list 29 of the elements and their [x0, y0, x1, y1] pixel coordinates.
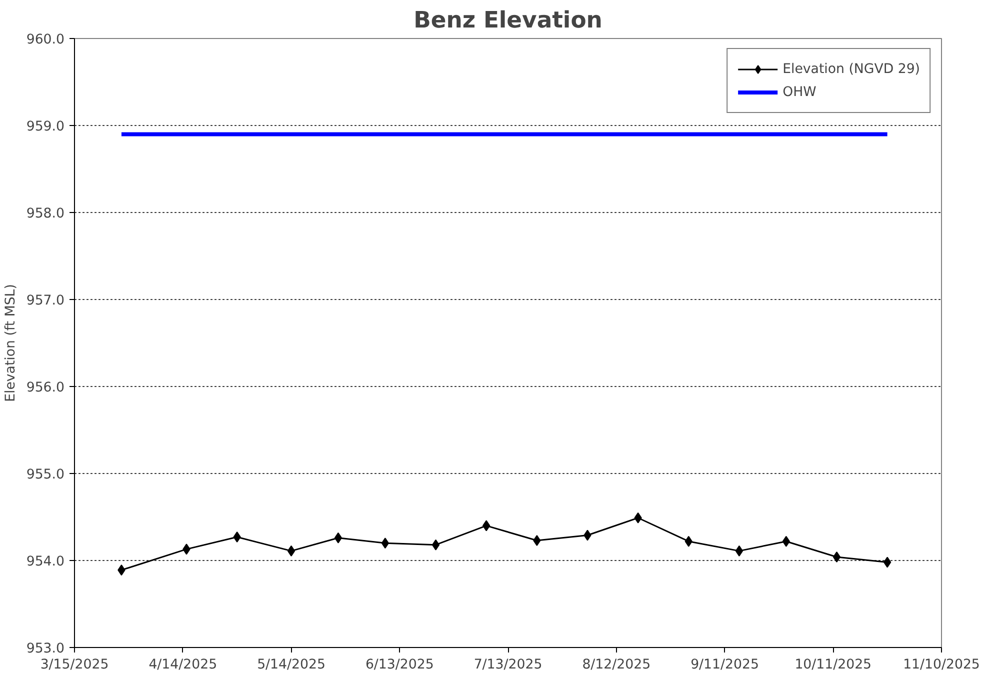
x-tick-label: 5/14/2025 — [257, 658, 326, 672]
y-tick-label: 956.0 — [26, 380, 64, 396]
point — [883, 556, 892, 568]
point — [432, 539, 440, 550]
point — [482, 520, 490, 532]
x-tick-label: 6/13/2025 — [365, 658, 434, 672]
y-tick-label: 957.0 — [26, 294, 64, 308]
y-tick-label: 959.0 — [26, 120, 64, 134]
legend-label: Elevation (NGVD 29) — [782, 62, 920, 76]
x-tick-label: 8/12/2025 — [582, 658, 651, 672]
x-tick-label: 9/11/2025 — [690, 658, 759, 672]
x-tick-label: 11/10/2025 — [903, 658, 980, 672]
y-tick-label: 960.0 — [26, 32, 64, 48]
point — [334, 532, 342, 544]
chart-title: Benz Elevation — [414, 8, 602, 34]
x-tick-label: 4/14/2025 — [148, 658, 218, 672]
x-tick-label: 7/13/2025 — [474, 658, 542, 672]
legend-label: OHW — [782, 84, 816, 100]
y-tick-label: 955.0 — [26, 468, 64, 482]
x-tick-label: 3/15/2025 — [40, 658, 109, 672]
point — [381, 538, 390, 549]
y-tick-label: 958.0 — [26, 206, 64, 222]
y-tick-label: 953.0 — [26, 642, 64, 656]
y-tick-label: 954.0 — [26, 554, 64, 570]
point — [735, 545, 744, 556]
y-axis-title: Elevation (ft MSL) — [3, 284, 18, 402]
point — [287, 545, 296, 556]
point — [832, 552, 841, 563]
x-tick-label: 10/11/2025 — [794, 658, 872, 672]
